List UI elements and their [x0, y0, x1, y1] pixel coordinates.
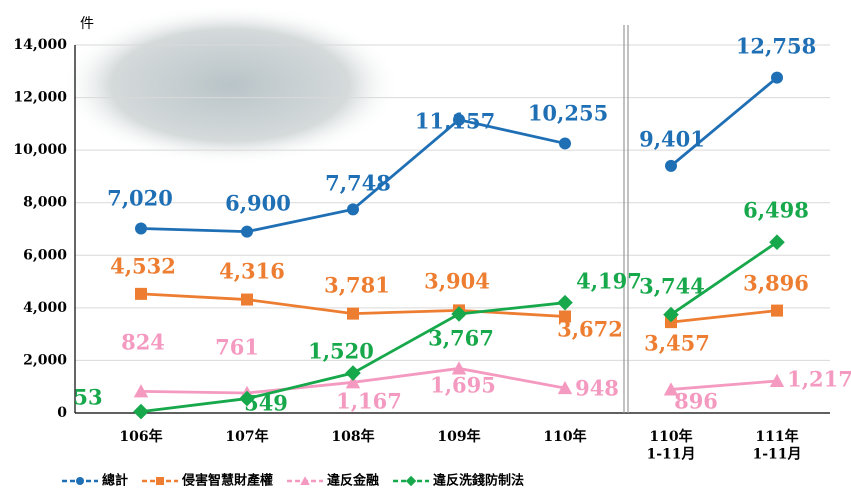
data-point [453, 113, 465, 126]
x-tick-label: 107年 [225, 428, 268, 445]
series-line [670, 379, 778, 391]
x-tick-label: 108年 [331, 428, 374, 445]
data-point [771, 304, 783, 317]
data-point [135, 287, 147, 300]
data-point [239, 390, 255, 407]
legend-label: 違反洗錢防制法 [433, 473, 524, 489]
y-tick-label: 14,000 [13, 37, 67, 53]
data-point [345, 375, 361, 389]
value-label: 6,498 [743, 198, 809, 223]
data-point [557, 380, 573, 395]
data-point [451, 361, 467, 375]
value-label: 7,020 [107, 186, 173, 211]
data-point [771, 71, 783, 84]
data-point [769, 234, 785, 250]
y-tick-label: 0 [57, 405, 67, 421]
value-label: 3,904 [424, 269, 490, 294]
value-label: 3,767 [428, 326, 494, 351]
value-label: 948 [575, 376, 619, 401]
legend-label: 侵害智慧財產權 [181, 473, 273, 489]
value-label: 3,896 [743, 271, 809, 296]
data-point [451, 306, 467, 322]
data-point [135, 222, 147, 235]
value-label: 761 [215, 335, 259, 360]
x-tick-label: 106年 [119, 428, 162, 445]
value-label: 4,316 [219, 259, 285, 284]
data-point [663, 306, 679, 323]
data-point [559, 137, 571, 150]
legend-marker [156, 477, 165, 485]
value-label: 1,520 [308, 339, 374, 364]
series-line [670, 241, 778, 316]
value-label: 11,157 [415, 109, 495, 134]
data-point [345, 365, 361, 381]
y-tick-label: 4,000 [23, 300, 67, 316]
value-label: 53 [73, 385, 102, 410]
value-label: 10,255 [528, 101, 608, 126]
y-tick-label: 2,000 [23, 352, 67, 368]
data-point [557, 294, 573, 311]
value-label: 824 [121, 330, 165, 355]
y-unit: 件 [80, 16, 94, 32]
y-tick-label: 6,000 [23, 247, 67, 263]
value-label: 12,758 [736, 34, 816, 59]
y-tick-label: 12,000 [13, 90, 67, 106]
x-tick-label: 109年 [437, 428, 480, 445]
value-label: 1,217 [787, 367, 851, 392]
x-tick-label: 111年 1-11月 [752, 428, 801, 463]
legend-marker [300, 476, 310, 485]
y-tick-label: 10,000 [13, 142, 67, 158]
data-point [347, 307, 359, 320]
data-point [559, 310, 571, 323]
value-label: 1,695 [430, 373, 496, 398]
data-point [663, 382, 679, 396]
value-label: 9,401 [639, 127, 705, 152]
value-label: 3,457 [644, 331, 710, 356]
legend-label: 違反金融 [327, 473, 379, 489]
value-label: 3,672 [557, 317, 623, 342]
legend-marker [76, 477, 84, 485]
data-point [241, 293, 253, 306]
data-point [665, 159, 677, 172]
y-tick-label: 8,000 [23, 195, 67, 211]
data-point [241, 225, 253, 238]
data-point [769, 373, 785, 388]
x-tick-label: 110年 [543, 428, 586, 445]
data-point [133, 384, 149, 398]
legend-label: 總計 [102, 473, 128, 489]
background-photo [60, 5, 400, 165]
value-label: 6,900 [225, 191, 291, 216]
value-label: 4,532 [110, 254, 176, 279]
legend-marker [405, 475, 417, 487]
x-tick-label: 110年 1-11月 [646, 428, 695, 463]
data-point [133, 403, 149, 420]
value-label: 1,167 [336, 389, 402, 414]
data-point [347, 203, 359, 216]
value-label: 7,748 [325, 171, 391, 196]
series-line [670, 309, 778, 324]
series-line [670, 76, 778, 167]
value-label: 3,781 [324, 273, 390, 298]
value-label: 896 [674, 389, 718, 414]
value-label: 3,744 [639, 274, 705, 299]
value-label: 4,197 [576, 269, 642, 294]
value-label: 549 [244, 391, 288, 416]
